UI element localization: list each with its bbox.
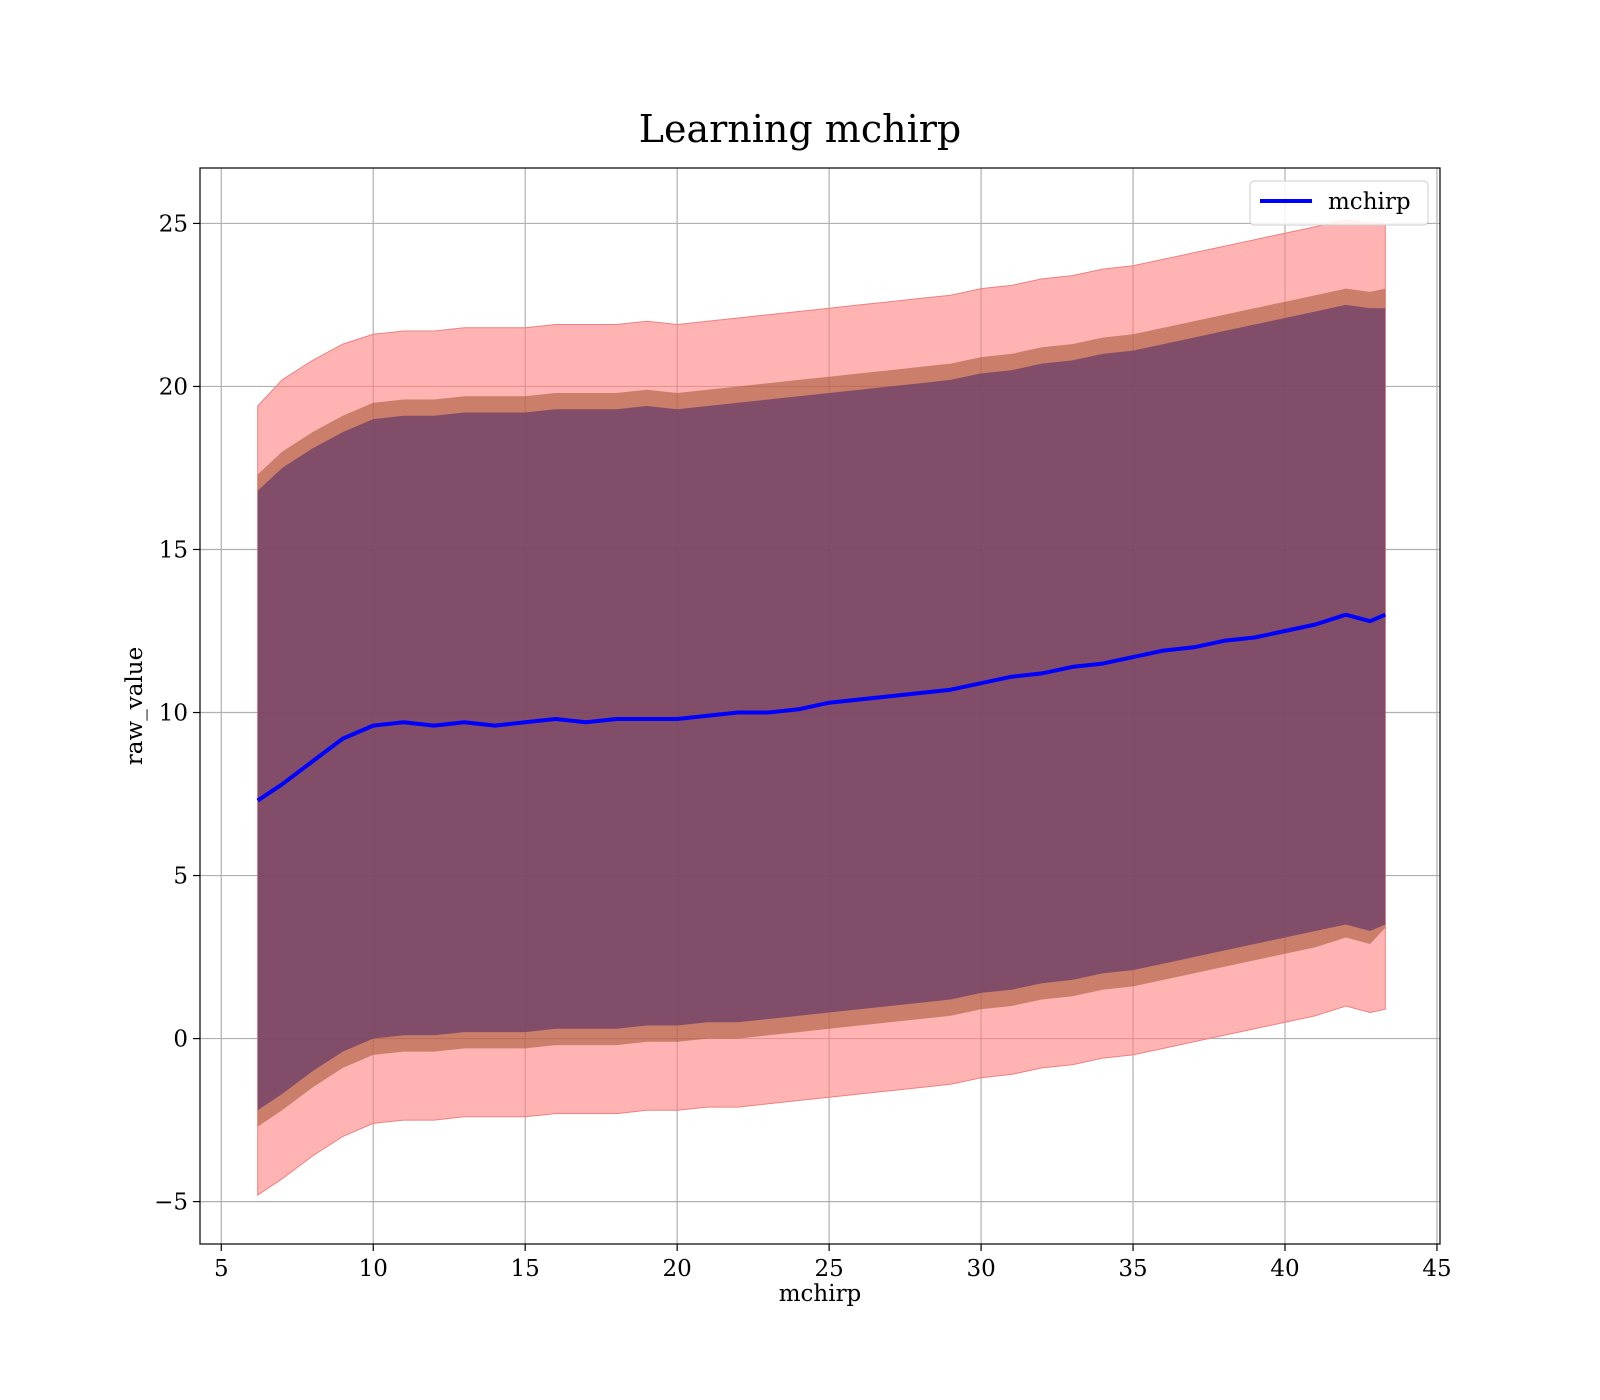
plot-frame	[199, 167, 1441, 1245]
legend-box	[1249, 180, 1429, 226]
y-axis-label: raw_value	[122, 647, 148, 765]
x-tick-label: 5	[214, 1256, 229, 1282]
y-tick-label: 10	[159, 701, 188, 727]
x-tick-label: 20	[663, 1256, 692, 1282]
y-tick-label: 20	[159, 374, 188, 400]
legend-label-mchirp: mchirp	[1328, 189, 1411, 215]
chart-title: Learning mchirp	[639, 107, 961, 151]
y-tick-label: 25	[159, 211, 188, 237]
ticks: 5 10 15 20 25 30 35 40 45 −5 0 5 10 15 20 25	[154, 211, 1452, 1282]
series-lines	[256, 612, 1387, 803]
legend: mchirp	[1249, 180, 1429, 226]
x-tick-label: 45	[1422, 1256, 1451, 1282]
x-axis-label: mchirp	[779, 1281, 862, 1307]
bands	[257, 219, 1386, 1197]
x-tick-label: 15	[511, 1256, 540, 1282]
y-tick-label: −5	[154, 1190, 188, 1216]
y-tick-label: 15	[159, 537, 188, 563]
series-line-mchirp	[256, 612, 1387, 803]
x-tick-label: 10	[359, 1256, 388, 1282]
x-tick-label: 40	[1270, 1256, 1299, 1282]
x-tick-label: 30	[966, 1256, 995, 1282]
y-tick-label: 5	[173, 864, 188, 890]
x-tick-label: 25	[814, 1256, 843, 1282]
y-tick-label: 0	[173, 1027, 188, 1053]
band-inner	[257, 304, 1386, 1111]
x-tick-label: 35	[1118, 1256, 1147, 1282]
